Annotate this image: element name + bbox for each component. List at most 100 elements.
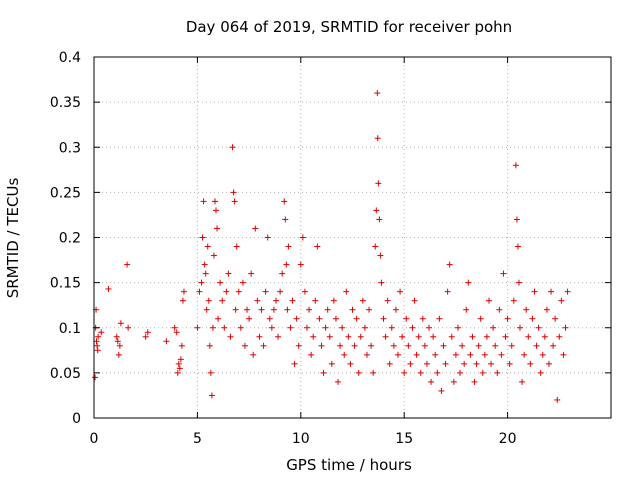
data-point [211,198,218,205]
data-point [204,243,211,250]
y-tick-label: 0.2 [59,231,81,247]
data-point [174,369,181,376]
data-point [423,360,430,367]
data-point [506,360,513,367]
data-point [232,306,239,313]
data-point [293,315,300,322]
data-point [268,324,275,331]
data-point [205,297,212,304]
data-point [270,306,277,313]
y-tick-label: 0.15 [50,276,81,292]
data-point [399,333,406,340]
data-point [500,270,507,277]
data-point [320,369,327,376]
data-point [508,342,515,349]
data-point [248,270,255,277]
data-point [180,288,187,295]
data-point [494,369,501,376]
data-point [390,342,397,349]
data-point [282,216,289,223]
y-axis-title: SRMTID / TECUs [4,178,22,299]
data-point [201,261,208,268]
data-point [539,351,546,358]
data-point [214,225,221,232]
y-tick-label: 0.35 [50,95,81,111]
data-point [392,306,399,313]
data-point [537,369,544,376]
data-point [405,342,412,349]
data-point [105,285,112,292]
data-point [215,315,222,322]
data-point [483,333,490,340]
data-point [388,324,395,331]
data-point [426,324,433,331]
data-point [488,360,495,367]
data-point [209,324,216,331]
data-point [285,243,292,250]
data-point [394,351,401,358]
data-point [264,234,271,241]
data-point [560,351,567,358]
data-point [178,342,185,349]
data-point [94,342,101,349]
data-point [558,297,565,304]
data-point [202,270,209,277]
data-point [417,369,424,376]
data-point [281,198,288,205]
data-point [481,351,488,358]
data-point [262,288,269,295]
data-point [473,360,480,367]
data-point [370,369,377,376]
data-point [366,306,373,313]
data-point [326,333,333,340]
data-point [469,333,476,340]
data-point [550,342,557,349]
data-point [114,338,121,345]
data-point [413,351,420,358]
data-point [283,261,290,268]
data-point [142,333,149,340]
data-point [407,360,414,367]
data-point [361,324,368,331]
data-point [322,324,329,331]
data-point [233,243,240,250]
data-point [409,324,416,331]
data-point [376,216,383,223]
data-point [554,396,561,403]
data-point [297,261,304,268]
data-point [284,306,291,313]
data-point [239,279,246,286]
data-point [430,333,437,340]
data-point [444,288,451,295]
data-point [277,288,284,295]
x-tick-label: 20 [499,431,517,447]
data-point [523,306,530,313]
data-point [279,270,286,277]
data-point [328,360,335,367]
data-point [531,288,538,295]
x-tick-label: 10 [292,431,310,447]
data-point [275,333,282,340]
data-point [359,297,366,304]
data-point [343,288,350,295]
data-point [517,324,524,331]
data-point [266,315,273,322]
data-point [471,378,478,385]
data-point [176,365,183,372]
y-tick-label: 0.1 [59,321,81,337]
data-point [179,297,186,304]
data-point [144,329,151,336]
data-point [244,306,251,313]
data-point [490,324,497,331]
data-point [479,369,486,376]
data-point [287,324,294,331]
data-point [318,342,325,349]
data-point [308,351,315,358]
data-point [475,342,482,349]
data-point [295,342,302,349]
data-point [330,297,337,304]
data-point [357,333,364,340]
data-point [349,306,356,313]
data-point [92,374,99,381]
data-point [454,324,461,331]
